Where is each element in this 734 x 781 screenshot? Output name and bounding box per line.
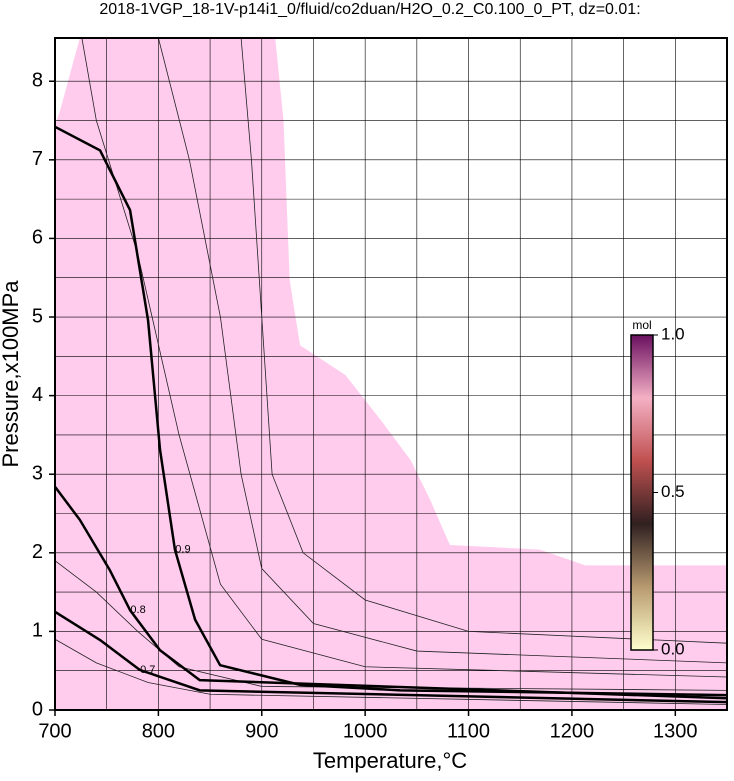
x-tick-label: 1300 [653,720,698,742]
contour-label: 0.9 [175,544,190,556]
y-tick-label: 1 [32,620,43,642]
y-tick-label: 4 [32,384,43,406]
y-tick-label: 8 [32,70,43,92]
colorbar-label: mol [632,318,651,332]
contour-label: 0.8 [130,604,145,616]
contour-line [157,37,728,664]
contour-line [54,610,728,704]
stable-region [55,38,727,710]
y-axis-label: Pressure,x100MPa [0,280,23,468]
x-tick-label: 700 [38,720,71,742]
x-tick-label: 1000 [343,720,388,742]
x-tick-label: 900 [245,720,278,742]
y-tick-label: 7 [32,148,43,170]
y-tick-label: 3 [32,462,43,484]
y-tick-label: 5 [32,305,43,327]
colorbar-tick-label: 0.0 [661,639,685,658]
contour-line [54,125,728,697]
contour-label: 0.7 [140,664,155,676]
y-tick-label: 2 [32,541,43,563]
y-tick-label: 0 [32,698,43,720]
plot-frame [54,37,728,711]
colorbar [630,334,654,651]
x-axis-label: Temperature,°C [313,748,467,773]
chart-title: 2018-1VGP_18-1V-p14i1_0/fluid/co2duan/H2… [99,1,640,18]
colorbar-tick-label: 1.0 [661,324,685,343]
x-tick-label: 800 [142,720,175,742]
x-tick-label: 1100 [447,720,490,742]
contour-line [54,638,728,705]
contour-line [54,486,728,700]
colorbar-tick-label: 0.5 [661,482,685,501]
x-tick-label: 1200 [550,720,595,742]
contour-line [240,37,728,644]
y-tick-label: 6 [32,227,43,249]
contour-line [81,37,728,678]
